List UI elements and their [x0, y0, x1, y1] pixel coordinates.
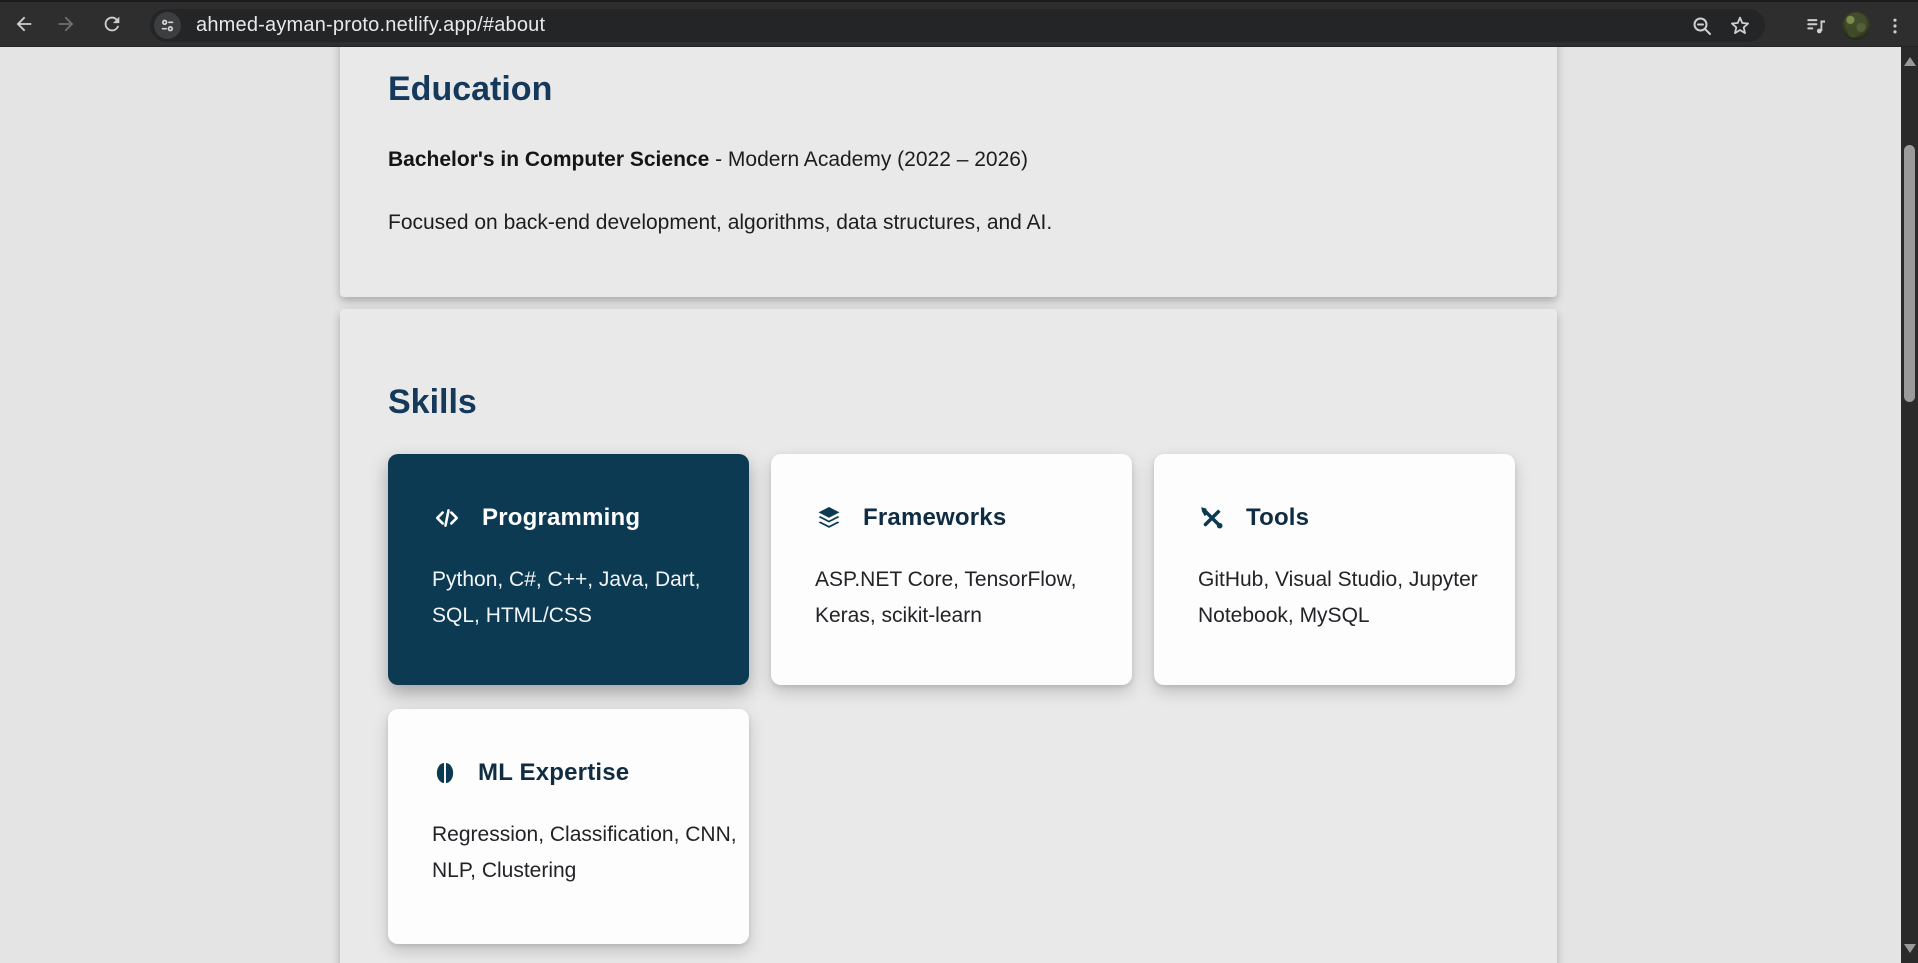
card-body: ASP.NET Core, TensorFlow, Keras, scikit-… — [815, 568, 1077, 627]
skills-cards-grid: Programming Python, C#, C++, Java, Dart,… — [388, 454, 1557, 944]
scroll-up-arrow[interactable] — [1904, 57, 1916, 66]
zoom-minus-icon — [1693, 17, 1711, 35]
scrollbar-thumb[interactable] — [1904, 145, 1915, 402]
media-controls-button[interactable] — [1800, 10, 1832, 42]
education-heading: Education — [388, 70, 553, 108]
card-title: Programming — [482, 504, 641, 531]
forward-icon — [58, 16, 74, 32]
media-playlist-icon — [1807, 18, 1826, 33]
card-title-row: ML Expertise — [432, 759, 749, 787]
site-info-tune-icon — [161, 19, 174, 32]
back-button[interactable] — [7, 7, 41, 41]
menu-dots-icon — [1893, 18, 1897, 33]
card-title: ML Expertise — [478, 759, 630, 786]
card-title-row: Programming — [432, 504, 749, 532]
card-title: Tools — [1246, 504, 1310, 531]
back-icon — [16, 16, 32, 32]
profile-avatar[interactable] — [1842, 11, 1870, 40]
layers-icon — [818, 507, 840, 528]
education-degree-line: Bachelor's in Computer Science - Modern … — [388, 148, 1557, 172]
skill-card-frameworks: Frameworks ASP.NET Core, TensorFlow, Ker… — [771, 454, 1132, 685]
skill-card-tools: Tools GitHub, Visual Studio, Jupyter Not… — [1154, 454, 1515, 685]
skills-heading: Skills — [388, 383, 477, 421]
vertical-scrollbar[interactable] — [1901, 47, 1918, 963]
education-degree-bold: Bachelor's in Computer Science — [388, 148, 710, 171]
reload-icon — [104, 16, 120, 32]
card-title-row: Frameworks — [815, 504, 1132, 532]
tools-icon — [1201, 505, 1223, 529]
card-title: Frameworks — [863, 504, 1007, 531]
site-info-button[interactable] — [154, 12, 181, 39]
toolbar-right-cluster — [1800, 2, 1910, 49]
card-body: GitHub, Visual Studio, Jupyter Notebook,… — [1198, 568, 1478, 627]
scroll-down-arrow[interactable] — [1904, 944, 1916, 953]
education-degree-rest: - Modern Academy (2022 – 2026) — [709, 148, 1028, 171]
reload-button[interactable] — [95, 7, 129, 41]
bookmark-button[interactable] — [1725, 11, 1755, 41]
browser-toolbar: ahmed-ayman-proto.netlify.app/#about — [0, 0, 1918, 47]
forward-button[interactable] — [49, 7, 83, 41]
page-content: نفذلي nafezly.com Education Bachelor's i… — [0, 47, 1901, 963]
brain-icon — [436, 763, 454, 783]
card-title-row: Tools — [1198, 504, 1515, 532]
code-icon — [435, 509, 459, 527]
url-text[interactable]: ahmed-ayman-proto.netlify.app/#about — [196, 14, 546, 36]
zoom-indicator-button[interactable] — [1687, 11, 1717, 41]
bookmark-star-icon — [1731, 16, 1749, 34]
card-body: Python, C#, C++, Java, Dart, SQL, HTML/C… — [432, 568, 701, 627]
card-body: Regression, Classification, CNN, NLP, Cl… — [432, 823, 737, 882]
browser-menu-button[interactable] — [1880, 9, 1910, 43]
education-section: Education Bachelor's in Computer Science… — [340, 47, 1557, 297]
education-description: Focused on back-end development, algorit… — [388, 211, 1053, 234]
skill-card-programming: Programming Python, C#, C++, Java, Dart,… — [388, 454, 749, 685]
skills-section: Skills Programming Python, C#, C++, Java… — [340, 309, 1557, 963]
skill-card-ml-expertise: ML Expertise Regression, Classification,… — [388, 709, 749, 944]
address-bar[interactable]: ahmed-ayman-proto.netlify.app/#about — [150, 9, 1765, 42]
